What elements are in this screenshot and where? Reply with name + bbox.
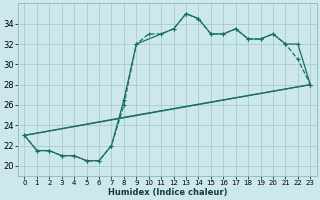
X-axis label: Humidex (Indice chaleur): Humidex (Indice chaleur) [108,188,227,197]
